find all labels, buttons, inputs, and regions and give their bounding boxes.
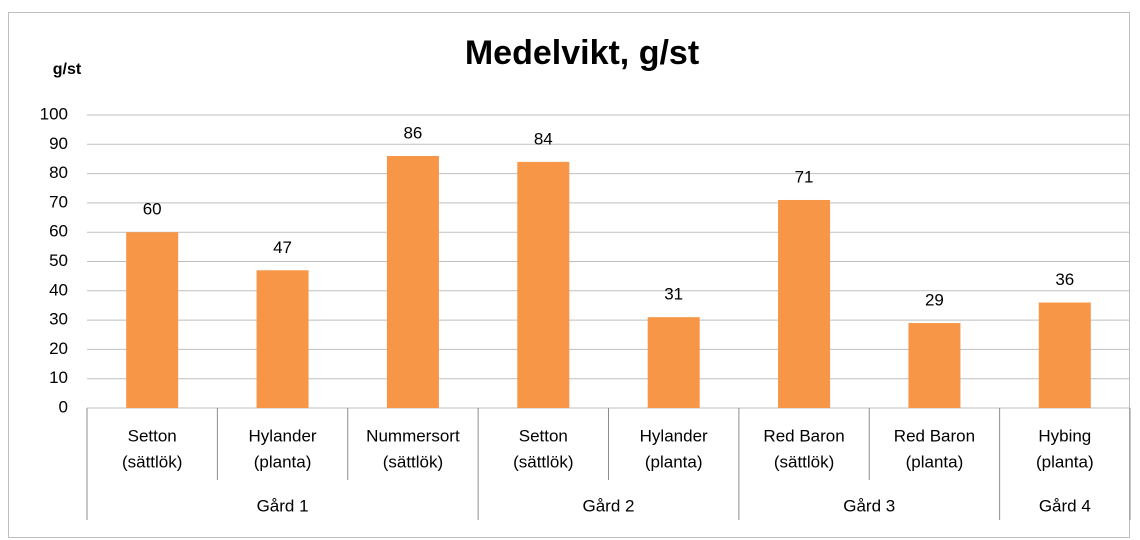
group-label: Gård 3 xyxy=(843,496,895,515)
bar xyxy=(386,156,439,408)
x-tick-label: Red Baron xyxy=(894,426,975,445)
chart-title: Medelvikt, g/st xyxy=(465,34,699,72)
bar xyxy=(1038,302,1091,408)
x-tick-label: Hylander xyxy=(640,426,708,445)
x-tick-label: Red Baron xyxy=(763,426,844,445)
x-tick-label: Setton xyxy=(519,426,568,445)
y-tick-label: 10 xyxy=(49,368,68,387)
data-label: 71 xyxy=(795,167,814,186)
x-tick-label: (sättlök) xyxy=(122,452,182,471)
x-tick-label: (sättlök) xyxy=(774,452,834,471)
x-tick-label: (planta) xyxy=(254,452,312,471)
data-label: 60 xyxy=(143,200,162,219)
chart-border xyxy=(8,12,1130,538)
x-tick-label: Setton xyxy=(128,426,177,445)
bar xyxy=(647,317,700,408)
x-tick-label: (planta) xyxy=(906,452,964,471)
x-tick-label: (sättlök) xyxy=(383,452,443,471)
bar xyxy=(256,270,309,408)
x-tick-label: (sättlök) xyxy=(513,452,573,471)
y-tick-label: 30 xyxy=(49,310,68,329)
y-tick-label: 60 xyxy=(49,222,68,241)
x-tick-label: Hylander xyxy=(249,426,317,445)
y-tick-label: 50 xyxy=(49,251,68,270)
group-label: Gård 4 xyxy=(1039,496,1091,515)
data-label: 84 xyxy=(534,129,553,148)
x-tick-label: (planta) xyxy=(1036,452,1094,471)
data-label: 31 xyxy=(664,285,683,304)
y-tick-label: 40 xyxy=(49,280,68,299)
y-tick-label: 90 xyxy=(49,134,68,153)
bar xyxy=(126,232,179,408)
y-axis-label: g/st xyxy=(53,61,82,78)
x-tick-label: (planta) xyxy=(645,452,703,471)
x-tick-label: Nummersort xyxy=(366,426,460,445)
data-label: 47 xyxy=(273,238,292,257)
data-label: 86 xyxy=(403,124,422,143)
data-label: 29 xyxy=(925,291,944,310)
data-label: 36 xyxy=(1055,270,1074,289)
y-tick-label: 70 xyxy=(49,192,68,211)
y-tick-label: 100 xyxy=(40,104,68,123)
bar xyxy=(778,199,831,408)
bar xyxy=(517,161,570,408)
y-tick-label: 80 xyxy=(49,163,68,182)
x-tick-label: Hybing xyxy=(1038,426,1091,445)
group-label: Gård 1 xyxy=(257,496,309,515)
y-tick-label: 20 xyxy=(49,339,68,358)
group-label: Gård 2 xyxy=(583,496,635,515)
y-tick-label: 0 xyxy=(59,397,68,416)
bar xyxy=(908,323,961,408)
